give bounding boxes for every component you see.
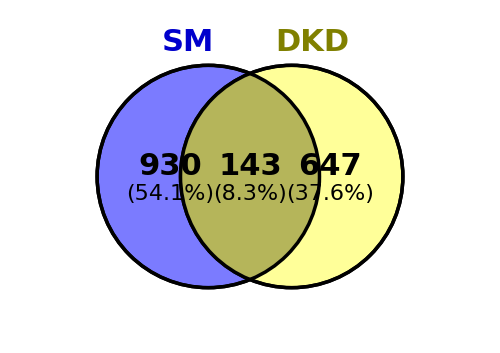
- Text: (54.1%): (54.1%): [126, 184, 214, 204]
- Text: 930: 930: [138, 151, 202, 181]
- Text: (37.6%): (37.6%): [286, 184, 374, 204]
- Text: 647: 647: [298, 151, 362, 181]
- Text: (8.3%): (8.3%): [213, 184, 287, 204]
- Circle shape: [180, 65, 403, 288]
- Circle shape: [97, 65, 320, 288]
- Text: DKD: DKD: [276, 28, 349, 56]
- Text: 143: 143: [218, 151, 282, 181]
- Circle shape: [97, 65, 320, 288]
- Text: SM: SM: [162, 28, 214, 56]
- Circle shape: [180, 65, 403, 288]
